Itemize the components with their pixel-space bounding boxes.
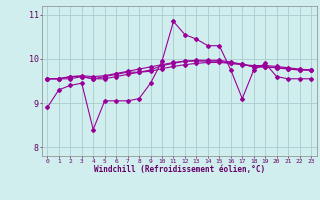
X-axis label: Windchill (Refroidissement éolien,°C): Windchill (Refroidissement éolien,°C) [94, 165, 265, 174]
